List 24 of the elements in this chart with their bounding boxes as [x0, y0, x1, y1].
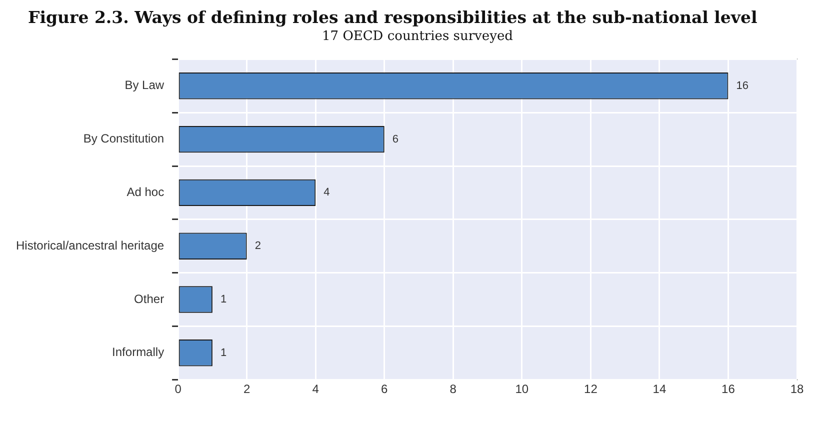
- chart-title: Figure 2.3. Ways of defining roles and responsibilities at the sub-national level: [27, 8, 758, 27]
- x-tick-label: 10: [515, 382, 529, 396]
- x-tick-label: 6: [381, 382, 388, 396]
- y-tick-label: By Law: [124, 78, 164, 92]
- data-label: 2: [254, 240, 261, 252]
- x-tick-label: 8: [450, 382, 457, 396]
- y-tick-label: By Constitution: [83, 132, 164, 146]
- x-tick-label: 18: [790, 382, 804, 396]
- y-tick-label: Ad hoc: [126, 185, 164, 200]
- x-tick-label: 14: [652, 382, 666, 396]
- x-tick-label: 12: [584, 382, 598, 396]
- data-label: 6: [392, 133, 399, 146]
- data-label: 16: [736, 80, 748, 92]
- x-tick-label: 0: [174, 382, 182, 396]
- data-label: 4: [324, 186, 330, 199]
- x-tick-label: 16: [722, 382, 736, 396]
- y-tick-label: Informally: [112, 345, 164, 360]
- y-tick-label: Historical/ancestral heritage: [16, 238, 164, 252]
- x-tick-label: 4: [312, 382, 320, 396]
- y-tick-label: Other: [134, 292, 164, 306]
- data-label: 1: [220, 294, 227, 306]
- chart-subtitle: 17 OECD countries surveyed: [321, 29, 514, 44]
- x-tick-label: 2: [243, 382, 250, 396]
- data-label: 1: [220, 346, 227, 359]
